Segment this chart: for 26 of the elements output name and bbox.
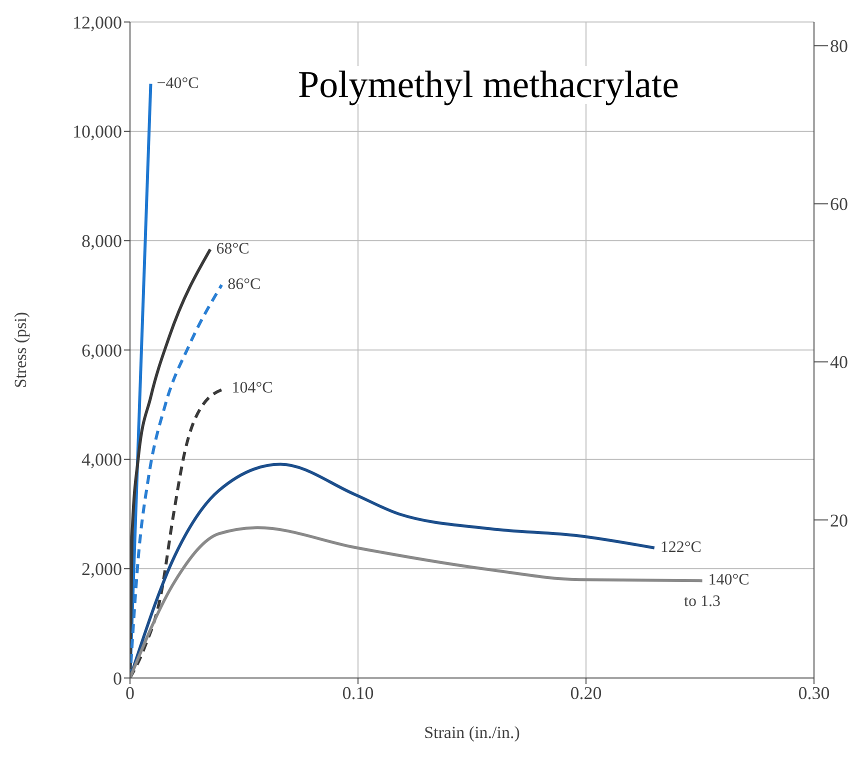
- y2-tick-label: 60: [830, 194, 848, 214]
- y-tick-label: 10,000: [72, 122, 122, 142]
- series-label: 140°C: [708, 572, 750, 589]
- y-tick-label: 0: [113, 668, 122, 688]
- x-axis-title: Strain (in./in.): [424, 723, 520, 742]
- y2-tick-label: 40: [830, 352, 848, 372]
- series-label: 86°C: [228, 276, 261, 293]
- y-axis-title: Stress (psi): [11, 312, 30, 388]
- y-tick-label: 12,000: [72, 12, 122, 32]
- series-label: 104°C: [232, 379, 273, 396]
- line-series: [130, 526, 704, 678]
- annotation: to 1.3: [684, 593, 721, 610]
- text: Polymethyl methacrylate: [298, 64, 679, 106]
- x-tick-label: 0.20: [570, 682, 602, 703]
- y-tick-label: 8,000: [82, 231, 122, 252]
- x-tick-label: 0.10: [342, 682, 374, 703]
- y-tick-label: 6,000: [82, 340, 122, 360]
- series-label: 68°C: [216, 240, 250, 258]
- y2-tick-label: 80: [830, 36, 848, 56]
- y2-tick-label: 20: [830, 510, 848, 530]
- y-tick-label: 4,000: [82, 450, 122, 470]
- x-tick-label: 0.30: [798, 682, 830, 703]
- x-tick-label: 0: [126, 682, 134, 703]
- series-label: −40°C: [156, 74, 199, 92]
- y-tick-label: 2,000: [82, 559, 122, 580]
- series-label: 122°C: [660, 538, 702, 556]
